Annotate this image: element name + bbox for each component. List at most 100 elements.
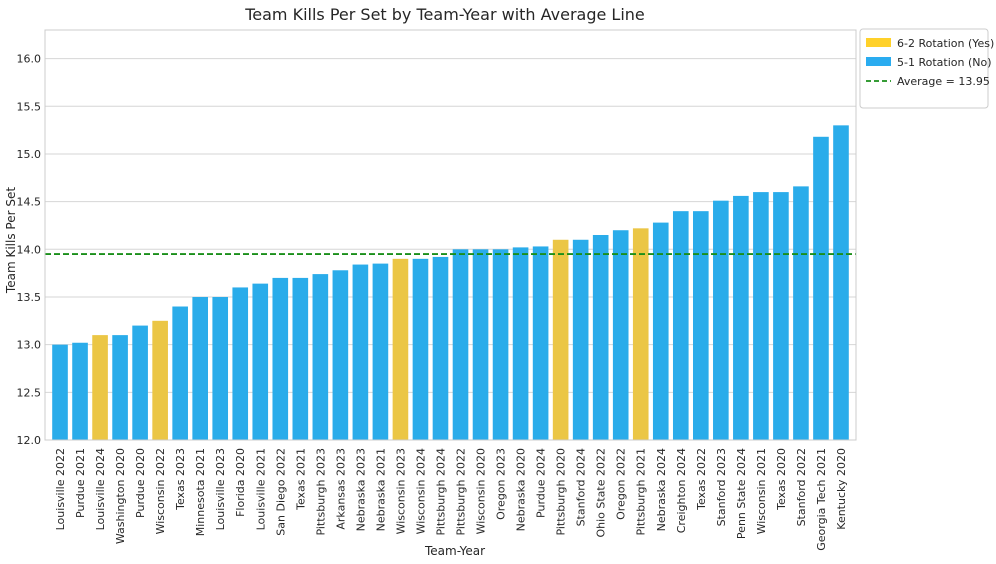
legend-label: 6-2 Rotation (Yes) xyxy=(897,37,994,50)
bar xyxy=(632,228,649,440)
x-tick-label: Oregon 2023 xyxy=(495,448,508,520)
y-tick-labels: 12.0 12.5 13.0 13.5 14.0 14.5 15.0 15.5 16.0 xyxy=(17,53,42,447)
x-tick-label: Wisconsin 2024 xyxy=(414,448,427,534)
x-tick-label: Texas 2021 xyxy=(294,448,307,511)
bar xyxy=(92,335,108,440)
x-tick-label: Pittsburgh 2020 xyxy=(555,448,568,536)
x-tick-label: Pittsburgh 2022 xyxy=(455,448,468,536)
y-axis-label: Team Kills Per Set xyxy=(4,187,18,294)
x-tick-label: Nebraska 2021 xyxy=(374,448,387,531)
bar xyxy=(292,277,309,440)
x-tick-label: Kentucky 2020 xyxy=(835,448,848,530)
x-tick-label: Penn State 2024 xyxy=(735,448,748,539)
y-tick-label: 12.5 xyxy=(17,386,42,399)
x-tick-label: Arkansas 2023 xyxy=(334,448,347,530)
x-tick-label: Stanford 2024 xyxy=(575,448,588,526)
bar xyxy=(793,186,809,440)
bar xyxy=(132,325,148,440)
bar xyxy=(52,344,68,440)
bar xyxy=(532,246,549,440)
x-tick-labels: Louisville 2022 Purdue 2021 Louisville 202… xyxy=(54,448,848,551)
bar xyxy=(552,239,569,440)
bar xyxy=(833,125,849,440)
x-tick-label: Stanford 2022 xyxy=(795,448,808,526)
bar xyxy=(252,283,269,440)
bar xyxy=(212,296,229,440)
x-tick-label: Oregon 2022 xyxy=(615,448,628,520)
x-tick-label: Georgia Tech 2021 xyxy=(815,448,828,551)
bar xyxy=(352,264,369,440)
x-tick-label: San Diego 2022 xyxy=(274,448,287,536)
y-tick-label: 16.0 xyxy=(17,53,42,66)
bar xyxy=(312,274,329,440)
x-tick-label: Pittsburgh 2024 xyxy=(434,448,447,536)
x-tick-label: Louisville 2022 xyxy=(54,448,67,530)
bar xyxy=(572,239,589,440)
bar xyxy=(693,211,709,440)
y-tick-label: 14.5 xyxy=(17,196,42,209)
bar xyxy=(472,249,489,440)
bar xyxy=(392,258,409,440)
bar xyxy=(733,195,749,440)
y-tick-label: 13.5 xyxy=(17,291,42,304)
x-tick-label: Wisconsin 2021 xyxy=(755,448,768,534)
bar xyxy=(72,342,88,440)
legend-label: Average = 13.95 xyxy=(897,75,990,88)
y-tick-label: 13.0 xyxy=(17,339,42,352)
bars xyxy=(52,125,849,440)
bar xyxy=(332,270,349,440)
x-tick-label: Louisville 2024 xyxy=(94,448,107,530)
y-tick-label: 12.0 xyxy=(17,434,42,447)
bar xyxy=(592,235,609,440)
plot-frame xyxy=(44,29,857,441)
x-tick-label: Minnesota 2021 xyxy=(194,448,207,536)
bar xyxy=(612,230,629,440)
bar xyxy=(773,192,789,440)
x-tick-label: Purdue 2020 xyxy=(134,448,147,518)
x-tick-label: Louisville 2023 xyxy=(214,448,227,530)
y-tick-label: 14.0 xyxy=(17,243,42,256)
bar xyxy=(713,200,729,440)
x-tick-label: Louisville 2021 xyxy=(254,448,267,530)
y-tick-label: 15.0 xyxy=(17,148,42,161)
x-tick-label: Wisconsin 2022 xyxy=(154,448,167,534)
x-tick-label: Texas 2022 xyxy=(695,448,708,511)
bar xyxy=(512,247,529,440)
bar xyxy=(272,277,289,440)
x-axis-label: Team-Year xyxy=(424,544,485,558)
legend-label: 5-1 Rotation (No) xyxy=(897,56,992,69)
bar xyxy=(452,249,469,440)
x-tick-label: Nebraska 2024 xyxy=(655,448,668,531)
x-tick-label: Texas 2020 xyxy=(775,448,788,511)
bar xyxy=(172,306,188,440)
x-tick-label: Stanford 2023 xyxy=(715,448,728,526)
bar xyxy=(652,222,669,440)
x-tick-label: Creighton 2024 xyxy=(675,448,688,533)
bar xyxy=(813,136,829,440)
x-tick-label: Pittsburgh 2021 xyxy=(635,448,648,536)
x-tick-label: Wisconsin 2023 xyxy=(394,448,407,534)
x-tick-label: Florida 2020 xyxy=(234,448,247,517)
bar xyxy=(112,335,128,440)
bar xyxy=(192,296,208,440)
bar xyxy=(152,320,168,440)
x-tick-label: Purdue 2021 xyxy=(74,448,87,518)
bar xyxy=(753,192,769,440)
y-tick-label: 15.5 xyxy=(17,100,42,113)
x-tick-label: Purdue 2024 xyxy=(535,448,548,518)
x-tick-label: Washington 2020 xyxy=(114,448,127,544)
bar xyxy=(492,249,509,440)
x-tick-label: Texas 2023 xyxy=(174,448,187,511)
bar xyxy=(412,258,429,440)
x-tick-label: Pittsburgh 2023 xyxy=(314,448,327,536)
legend-swatch xyxy=(866,38,891,47)
x-tick-label: Nebraska 2023 xyxy=(354,448,367,531)
x-tick-label: Nebraska 2020 xyxy=(515,448,528,531)
bar xyxy=(372,263,389,440)
legend-swatch xyxy=(866,57,891,66)
x-tick-label: Wisconsin 2020 xyxy=(475,448,488,534)
bar xyxy=(232,287,249,440)
bar xyxy=(672,211,689,440)
chart-title: Team Kills Per Set by Team-Year with Ave… xyxy=(244,5,645,24)
